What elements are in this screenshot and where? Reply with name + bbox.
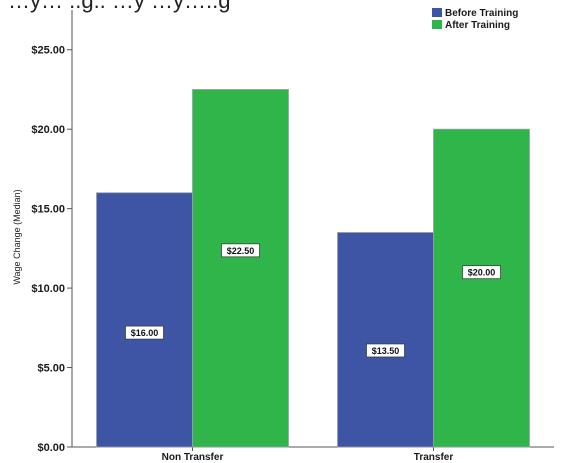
data-label-box bbox=[462, 265, 501, 280]
y-tick-label: $25.00 bbox=[31, 45, 65, 57]
y-tick-label: $20.00 bbox=[31, 124, 65, 136]
bar bbox=[337, 232, 434, 448]
y-tick-label: $5.00 bbox=[37, 363, 65, 375]
data-label-box bbox=[366, 343, 405, 358]
bar bbox=[192, 89, 289, 448]
bar bbox=[433, 128, 530, 448]
data-label: $22.50 bbox=[227, 246, 255, 256]
header-text: …y… ..g.. …y …y…..g bbox=[8, 0, 230, 13]
x-category-label: Transfer bbox=[414, 452, 454, 463]
data-label-box bbox=[221, 243, 260, 258]
legend-swatch bbox=[432, 8, 442, 17]
bar bbox=[96, 192, 193, 448]
data-label: $16.00 bbox=[131, 328, 159, 338]
x-category-label: Non Transfer bbox=[162, 452, 224, 463]
data-label-box bbox=[125, 325, 164, 340]
legend-swatch bbox=[432, 20, 442, 29]
y-axis-label: Wage Change (Median) bbox=[12, 189, 22, 284]
legend-label: After Training bbox=[445, 20, 510, 31]
y-tick-label: $0.00 bbox=[37, 442, 65, 454]
legend-label: Before Training bbox=[445, 8, 518, 19]
y-tick-label: $10.00 bbox=[31, 283, 65, 295]
bars-group bbox=[96, 89, 530, 448]
data-label: $20.00 bbox=[468, 268, 496, 278]
y-tick-label: $15.00 bbox=[31, 204, 65, 216]
data-label: $13.50 bbox=[372, 346, 400, 356]
data-labels-group: $16.00 $22.50 $13.50 $20.00 bbox=[125, 243, 501, 358]
